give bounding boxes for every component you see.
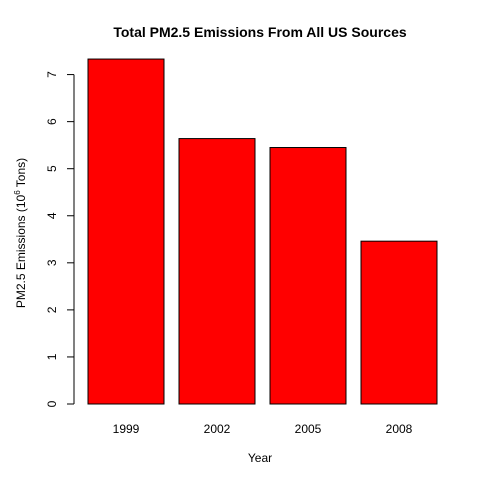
bars-group [87, 58, 438, 405]
y-tick-label-2: 2 [45, 306, 59, 313]
chart-title: Total PM2.5 Emissions From All US Source… [113, 24, 407, 40]
bar-2005 [269, 147, 347, 405]
y-tick-label-0: 0 [45, 400, 59, 407]
x-tick-label-2008: 2008 [386, 422, 413, 436]
x-tick-label-2005: 2005 [295, 422, 322, 436]
y-tick-label-3: 3 [45, 259, 59, 266]
bar-1999 [87, 58, 165, 405]
y-axis: 0 1 2 3 4 5 6 7 [45, 71, 75, 407]
x-tick-label-2002: 2002 [204, 422, 231, 436]
y-tick-label-4: 4 [45, 212, 59, 219]
y-axis-label-exponent: 6 [13, 190, 22, 195]
y-tick-label-5: 5 [45, 165, 59, 172]
x-tick-label-1999: 1999 [113, 422, 140, 436]
y-tick-label-1: 1 [45, 353, 59, 360]
bar-2002 [178, 138, 256, 405]
x-axis: 1999 2002 2005 2008 [113, 422, 413, 436]
y-axis-label: PM2.5 Emissions (106 Tons) [13, 158, 28, 308]
bar-2008 [360, 240, 438, 405]
y-tick-label-6: 6 [45, 118, 59, 125]
y-tick-label-7: 7 [45, 71, 59, 78]
x-axis-label: Year [248, 451, 272, 465]
